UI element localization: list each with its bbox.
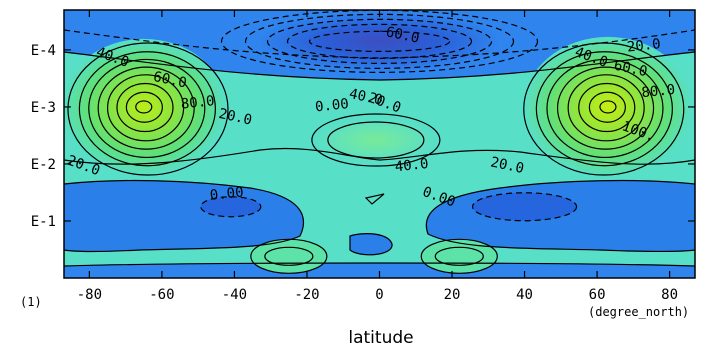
x-tick-label: -20 xyxy=(294,287,319,303)
contour-lines xyxy=(64,10,695,274)
contour-bottom-band xyxy=(64,262,695,267)
contour-right-ring xyxy=(535,51,673,167)
contour-lower-left-min xyxy=(200,196,262,218)
x-axis-title: latitude xyxy=(348,328,413,348)
y-tick-label: E-4 xyxy=(31,43,56,59)
contour-trough-ring xyxy=(308,30,451,52)
contour-label: 20.0 xyxy=(217,106,253,129)
y-tick-label: E-1 xyxy=(31,214,56,230)
contour-center-tiny xyxy=(364,193,385,205)
contour-right-ring xyxy=(556,66,655,150)
x-tick-label: 80 xyxy=(661,287,678,303)
contour-bottom-left-max xyxy=(250,238,328,274)
contour-center-ring xyxy=(311,113,441,167)
field-peak-left xyxy=(64,38,226,175)
field-lower-right-min xyxy=(472,192,577,221)
x-tick-label: -60 xyxy=(149,287,174,303)
contour-trough-ring xyxy=(266,18,493,64)
y-unit-label: (1) xyxy=(20,295,42,309)
field-center-max xyxy=(315,118,436,163)
y-axis: E-1 E-2 E-3 E-4 xyxy=(31,43,695,230)
contour-left-ring xyxy=(67,42,229,176)
contour-left-ring xyxy=(135,100,153,114)
contour-upper-band xyxy=(64,29,695,59)
contour-center-low xyxy=(349,233,393,256)
contour-label: 60.0 xyxy=(612,57,648,80)
contour-label: 60.0 xyxy=(152,69,188,92)
contour-label: 0.00 xyxy=(314,96,349,115)
x-unit-label: (degree_north) xyxy=(588,305,689,319)
contour-trough-ring xyxy=(220,10,539,73)
contour-left-ring xyxy=(78,51,216,167)
contour-zero-lower-left xyxy=(64,179,305,253)
contour-zero-lower-right xyxy=(425,179,695,253)
contour-zero-upper xyxy=(64,51,695,81)
contour-label: 80.0 xyxy=(641,82,676,101)
field-bottom-left-max xyxy=(250,239,327,274)
contour-label: 20.0 xyxy=(626,36,661,55)
y-tick-label: E-3 xyxy=(31,100,56,116)
x-tick-label: -80 xyxy=(77,287,102,303)
contour-center-ring xyxy=(327,121,425,159)
y-tick-label: E-2 xyxy=(31,157,56,173)
contour-right-ring xyxy=(578,82,636,133)
x-axis: -80 -60 -40 -20 0 20 40 60 80 xyxy=(77,10,678,303)
contour-right-ring xyxy=(588,91,626,123)
contour-left-ring xyxy=(88,58,206,159)
x-tick-label: 40 xyxy=(516,287,533,303)
contour-label: 20.0 xyxy=(489,154,525,177)
contour-left-ring xyxy=(125,91,163,123)
field-bottom-right-max xyxy=(421,239,498,274)
contour-bottom-right-max xyxy=(434,246,484,266)
contour-left-ring xyxy=(116,82,174,133)
contour-label: 40.0 xyxy=(394,156,429,175)
contour-labels: -60.0 20.040.060.080.040.0 60.080.0100.40.… xyxy=(65,22,676,210)
contour-field xyxy=(64,10,695,278)
x-tick-label: -40 xyxy=(222,287,247,303)
contour-right-ring xyxy=(546,58,664,159)
contour-trough-ring xyxy=(286,23,473,59)
contour-bottom-left-max xyxy=(264,246,314,266)
x-tick-label: 0 xyxy=(375,287,383,303)
contour-left-ring xyxy=(97,66,195,150)
contour-twenty-band xyxy=(64,147,695,165)
field-lower-left-min xyxy=(200,196,261,217)
field-bottom-band xyxy=(64,263,695,278)
contour-right-ring xyxy=(567,74,645,142)
contour-left-ring xyxy=(106,74,185,142)
contour-label: 40.0 xyxy=(348,86,384,109)
contour-right-ring xyxy=(599,100,617,114)
x-tick-label: 60 xyxy=(589,287,606,303)
field-center-low xyxy=(350,233,393,255)
x-tick-label: 20 xyxy=(444,287,461,303)
field-trough xyxy=(259,11,500,72)
contour-lower-right-min xyxy=(471,192,578,222)
contour-label: 80.0 xyxy=(180,93,215,112)
contour-label: 0.00 xyxy=(209,184,244,203)
contour-bottom-right-max xyxy=(420,238,498,274)
